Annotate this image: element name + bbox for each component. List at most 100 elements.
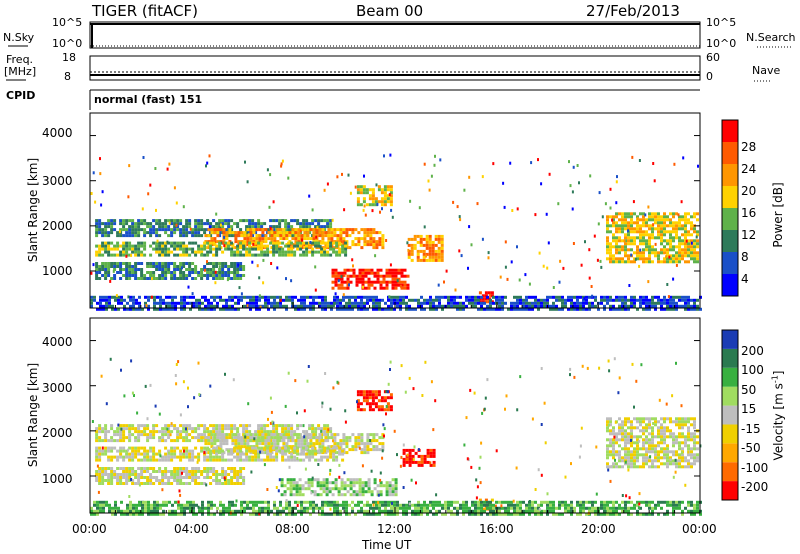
echo-cell [302, 430, 306, 434]
echo-cell [375, 301, 378, 305]
echo-cell [296, 446, 300, 450]
echo-cell [158, 244, 162, 248]
echo-cell [161, 265, 165, 268]
echo-cell [366, 231, 370, 235]
echo-cell [212, 479, 216, 482]
echo-cell [681, 215, 684, 219]
echo-cell [389, 405, 393, 409]
echo-cell [606, 218, 609, 222]
echo-cell [388, 493, 392, 497]
echo-cell [333, 506, 336, 510]
echo-cell [203, 424, 207, 428]
echo-cell [639, 429, 642, 433]
echo-cell [300, 503, 303, 507]
echo-cell [137, 446, 141, 450]
echo-cell [285, 512, 288, 516]
echo-cell [134, 446, 138, 450]
echo-cell [116, 427, 120, 431]
echo-cell [323, 455, 327, 459]
echo-cell [234, 301, 237, 305]
echo-cell [158, 265, 162, 268]
echo-cell [287, 250, 291, 254]
echo-cell [309, 500, 312, 504]
echo-cell [288, 234, 292, 238]
echo-cell [122, 244, 126, 248]
echo-cell [284, 424, 288, 428]
echo-cell [309, 304, 312, 308]
echo-cell [422, 237, 426, 241]
echo-cell [182, 476, 186, 479]
echo-cell [243, 234, 247, 238]
echo-cell [257, 449, 261, 453]
echo-cell [693, 441, 696, 445]
echo-cell [376, 280, 380, 284]
echo-cell [125, 228, 129, 232]
echo-cell [210, 439, 214, 443]
echo-cell [284, 430, 288, 434]
echo-cell [219, 298, 222, 302]
noise-cell [166, 167, 169, 171]
echo-cell [609, 453, 612, 457]
echo-cell [210, 433, 214, 437]
echo-cell [373, 478, 377, 482]
echo-cell [122, 482, 126, 485]
echo-cell [630, 298, 633, 302]
echo-cell [102, 506, 105, 510]
echo-cell [120, 509, 123, 513]
echo-cell [379, 493, 383, 497]
echo-cell [377, 405, 381, 409]
echo-cell [218, 458, 222, 462]
echo-cell [292, 493, 296, 497]
echo-cell [291, 439, 295, 443]
echo-cell [194, 482, 198, 485]
echo-cell [134, 268, 138, 271]
echo-cell [696, 456, 699, 460]
echo-cell [255, 298, 258, 302]
echo-cell [107, 430, 111, 434]
echo-cell [335, 446, 339, 450]
echo-cell [218, 427, 222, 431]
echo-cell [357, 295, 360, 299]
echo-cell [324, 503, 327, 507]
echo-cell [672, 420, 675, 424]
echo-cell [362, 390, 366, 394]
echo-cell [651, 459, 654, 463]
noise-cell [349, 191, 352, 195]
echo-cell [264, 228, 268, 232]
echo-cell [249, 506, 252, 510]
echo-cell [125, 241, 129, 245]
echo-cell [325, 481, 329, 485]
echo-cell [696, 435, 699, 439]
echo-cell [660, 304, 663, 308]
echo-cell [182, 234, 186, 238]
echo-cell [101, 467, 105, 470]
echo-cell [164, 482, 168, 485]
noise-cell [631, 155, 634, 159]
noise-cell [205, 164, 207, 168]
echo-cell [308, 458, 312, 462]
echo-cell [161, 433, 165, 437]
echo-cell [269, 219, 273, 223]
noise-cell [487, 251, 490, 255]
echo-cell [152, 424, 156, 428]
echo-cell [245, 458, 249, 462]
echo-cell [161, 439, 165, 443]
echo-cell [361, 268, 365, 272]
echo-cell [218, 241, 222, 245]
echo-cell [140, 476, 144, 479]
noise-cell [611, 218, 614, 222]
echo-cell [339, 301, 342, 305]
echo-cell [428, 237, 432, 241]
echo-cell [399, 304, 402, 308]
echo-cell [296, 436, 300, 440]
echo-cell [323, 424, 327, 428]
echo-cell [645, 459, 648, 463]
echo-cell [152, 274, 156, 277]
echo-cell [366, 445, 370, 449]
echo-cell [354, 228, 358, 232]
echo-cell [291, 237, 295, 241]
echo-cell [96, 512, 99, 516]
echo-cell [693, 426, 696, 430]
echo-cell [333, 500, 336, 504]
echo-cell [300, 295, 303, 299]
